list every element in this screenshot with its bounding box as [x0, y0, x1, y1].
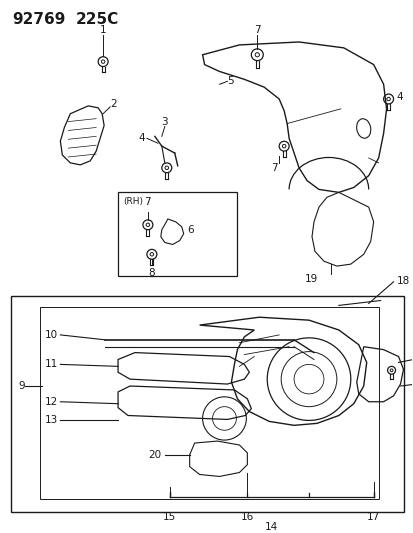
- Text: 15: 15: [163, 512, 176, 522]
- Text: 8: 8: [148, 268, 155, 278]
- Text: 11: 11: [45, 359, 58, 369]
- Text: 2: 2: [110, 99, 116, 109]
- Text: 4: 4: [396, 92, 402, 102]
- Text: 4: 4: [138, 133, 145, 143]
- Text: 19: 19: [304, 274, 317, 284]
- Text: (RH): (RH): [123, 197, 142, 206]
- Text: 9: 9: [19, 381, 25, 391]
- Text: 225C: 225C: [75, 12, 118, 28]
- Text: 12: 12: [45, 397, 58, 407]
- Text: 1: 1: [100, 25, 106, 35]
- Text: 92769: 92769: [13, 12, 66, 28]
- Text: 10: 10: [45, 330, 58, 340]
- Text: 7: 7: [253, 25, 260, 35]
- Text: 7: 7: [144, 197, 151, 207]
- Text: 6: 6: [187, 225, 194, 235]
- Text: 20: 20: [148, 450, 161, 460]
- Text: 17: 17: [366, 512, 380, 522]
- Text: 3: 3: [161, 117, 168, 126]
- Text: 16: 16: [240, 512, 253, 522]
- Text: 7: 7: [270, 163, 277, 173]
- Text: 13: 13: [45, 415, 58, 425]
- Text: 5: 5: [227, 76, 233, 86]
- Text: 14: 14: [264, 522, 277, 531]
- Text: 18: 18: [396, 276, 409, 286]
